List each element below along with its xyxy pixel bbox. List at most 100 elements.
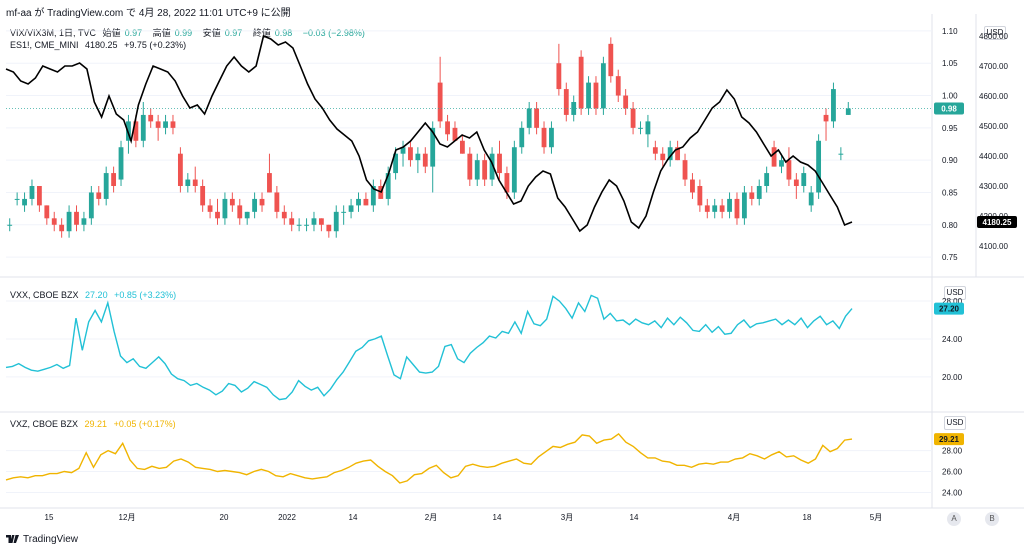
candle-body	[526, 108, 532, 128]
candle-body	[467, 153, 473, 180]
vxz-line	[5, 432, 853, 484]
vxx-line	[5, 294, 853, 401]
legend-main-close: 終値 0.98	[252, 28, 293, 38]
candle-body	[712, 205, 718, 212]
candle-body	[259, 198, 265, 206]
candle-body	[749, 192, 755, 199]
pane-vxz	[5, 432, 853, 484]
legend-es-symbol: ES1!, CME_MINI	[10, 40, 79, 50]
candle-body	[638, 127, 643, 129]
candle-body	[400, 147, 406, 154]
candle-body	[793, 179, 799, 186]
legend-vxz-value: 29.21	[84, 419, 108, 429]
last-price-label-ratio: 0.98	[941, 104, 957, 113]
candle-body	[652, 147, 658, 154]
candle-body	[222, 198, 228, 219]
candle-body	[838, 153, 844, 155]
legend-vxx-change: +0.85 (+3.23%)	[114, 290, 177, 300]
y-tick-label-ratio: 0.90	[942, 156, 958, 165]
candle-body	[801, 173, 807, 186]
candle-body	[623, 95, 629, 109]
candle-body	[615, 76, 621, 96]
x-tick-label: 4月	[728, 513, 740, 522]
candle-body	[385, 173, 391, 199]
candle-body	[333, 211, 339, 232]
x-tick-label: 14	[493, 513, 502, 522]
y-tick-label-ratio: 1.05	[942, 59, 958, 68]
currency-button-vxz[interactable]: USD	[944, 416, 966, 430]
candle-body	[200, 186, 206, 206]
legend-vxx: VXX, CBOE BZX 27.20 +0.85 (+3.23%)	[10, 290, 180, 300]
candle-body	[274, 192, 280, 212]
x-tick-label: 18	[803, 513, 812, 522]
legend-vxz-symbol: VXZ, CBOE BZX	[10, 419, 79, 429]
y-tick-label-es: 4400.00	[979, 152, 1008, 161]
y-tick-label-es: 4600.00	[979, 92, 1008, 101]
last-price-label-es: 4180.25	[983, 218, 1012, 227]
candle-body	[289, 218, 295, 225]
y-tick-label-es: 4800.00	[979, 32, 1008, 41]
candle-body	[244, 211, 250, 219]
x-tick-label: 2022	[278, 513, 296, 522]
candle-body	[786, 160, 792, 180]
candle-body	[267, 173, 272, 193]
candle-body	[430, 127, 436, 167]
candle-body	[22, 198, 27, 206]
candle-body	[452, 127, 458, 141]
candle-body	[437, 82, 443, 122]
candle-body	[690, 179, 695, 193]
legend-main-symbol: VIX/VIX3M, 1日, TVC	[10, 28, 97, 38]
candle-body	[148, 114, 154, 122]
candle-body	[59, 224, 65, 232]
candle-body	[771, 147, 777, 167]
y-tick-label-vxx: 20.00	[942, 373, 963, 382]
y-tick-label-es: 4500.00	[979, 122, 1008, 131]
candle-body	[304, 224, 309, 226]
currency-button-main[interactable]: USD	[984, 26, 1006, 40]
footer-brand-name: TradingView	[23, 534, 79, 545]
candle-body	[697, 186, 703, 206]
candle-body	[81, 218, 87, 225]
candle-body	[578, 56, 584, 109]
candle-body	[660, 153, 666, 161]
tradingview-logo-icon	[6, 535, 19, 544]
candle-body	[103, 173, 109, 199]
y-tick-label-vxx: 28.00	[942, 297, 963, 306]
y-tick-label-vxz: 28.00	[942, 447, 963, 456]
log-scale-button[interactable]: B	[985, 512, 999, 526]
candle-body	[831, 89, 836, 122]
legend-main: VIX/VIX3M, 1日, TVC 始値 0.97 高値 0.99 安値 0.97 …	[10, 26, 369, 39]
y-tick-label-es: 4300.00	[979, 182, 1008, 191]
last-price-label-vxz: 29.21	[939, 435, 960, 444]
legend-es: ES1!, CME_MINI 4180.25 +9.75 (+0.23%)	[10, 40, 190, 50]
candle-body	[764, 173, 770, 186]
legend-main-high: 高値 0.99	[152, 28, 193, 38]
candle-body	[756, 186, 762, 199]
candle-body	[586, 82, 591, 109]
last-price-badge-vxz	[934, 433, 964, 446]
y-tick-label-ratio: 0.80	[942, 221, 958, 230]
candle-body	[482, 160, 488, 180]
candle-body	[326, 224, 332, 232]
candle-body	[29, 186, 35, 199]
candle-body	[133, 121, 139, 141]
last-price-badge-es	[977, 216, 1017, 228]
x-tick-label: 5月	[870, 513, 882, 522]
candle-body	[511, 147, 517, 193]
auto-scale-button[interactable]: A	[947, 512, 961, 526]
y-tick-label-ratio: 1.00	[942, 92, 958, 101]
y-tick-label-es: 4100.00	[979, 242, 1008, 251]
last-price-badge-ratio	[934, 102, 964, 115]
candle-body	[497, 153, 502, 174]
candle-body	[541, 127, 547, 148]
publish-caption: mf-aa が TradingView.com で 4月 28, 2022 11…	[6, 8, 291, 19]
currency-button-vxx[interactable]: USD	[944, 286, 966, 300]
candle-body	[155, 121, 161, 128]
candle-body	[36, 186, 42, 206]
candle-body	[549, 127, 554, 148]
candle-body	[600, 63, 606, 109]
candle-body	[363, 198, 369, 206]
legend-es-change: +9.75 (+0.23%)	[124, 40, 187, 50]
candle-body	[66, 211, 72, 232]
